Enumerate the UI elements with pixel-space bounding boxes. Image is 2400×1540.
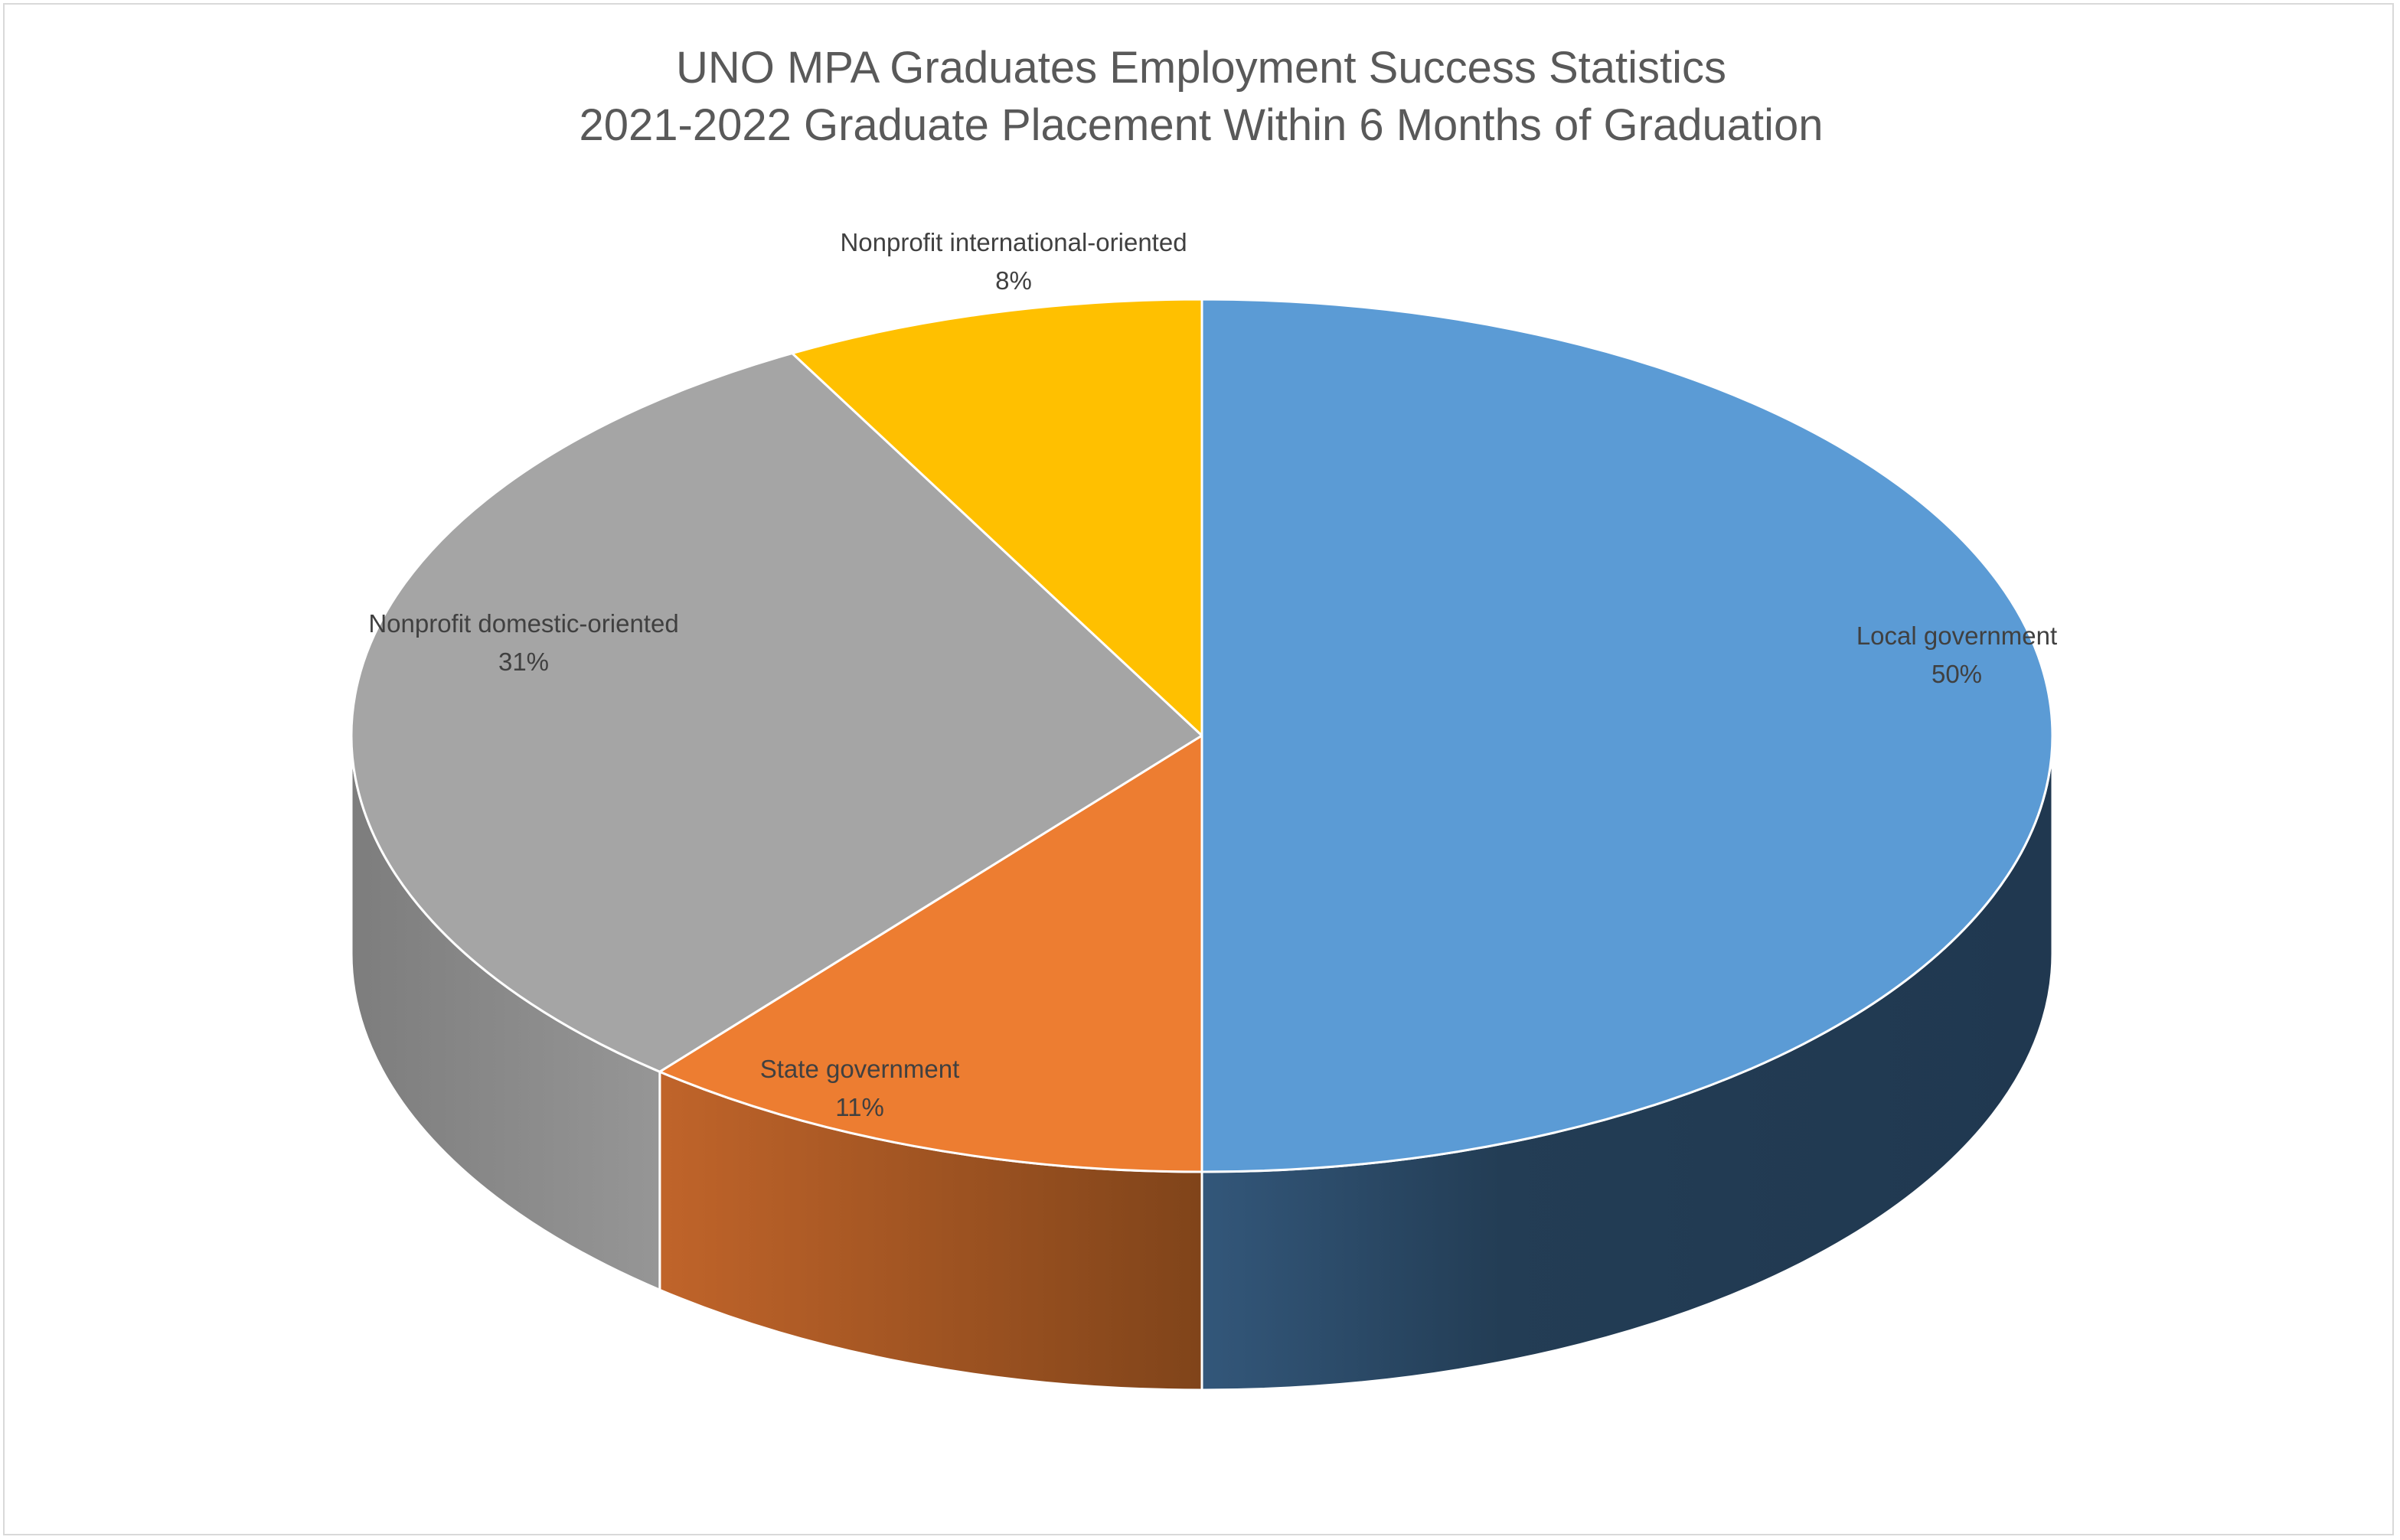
label-local-government-name: Local government [1856, 622, 2057, 650]
label-nonprofit-domestic-name: Nonprofit domestic-oriented [368, 609, 678, 638]
chart-area: UNO MPA Graduates Employment Success Sta… [3, 3, 2394, 1535]
label-local-government-value: 50% [1931, 660, 1982, 688]
label-state-government-name: State government [760, 1055, 960, 1083]
label-nonprofit-international-value: 8% [995, 266, 1032, 295]
label-nonprofit-international-name: Nonprofit international-oriented [840, 228, 1187, 256]
label-nonprofit-domestic-value: 31% [498, 648, 549, 676]
pie-sides [350, 735, 2054, 1392]
chart-subtitle: 2021-2022 Graduate Placement Within 6 Mo… [580, 100, 1824, 150]
label-local-government: Local government 50% [1856, 622, 2057, 688]
slice-local-government [1200, 298, 2054, 1173]
slice-nonprofit-domestic [350, 352, 1203, 1073]
label-nonprofit-domestic: Nonprofit domestic-oriented 31% [368, 609, 678, 676]
chart-title: UNO MPA Graduates Employment Success Sta… [676, 43, 1726, 93]
label-state-government-value: 11% [835, 1093, 884, 1121]
label-nonprofit-international: Nonprofit international-oriented 8% [840, 228, 1187, 295]
label-state-government: State government 11% [760, 1055, 960, 1121]
slice-state-government [658, 734, 1203, 1173]
pie-chart: UNO MPA Graduates Employment Success Sta… [350, 43, 2057, 1392]
pie-tops [350, 298, 2054, 1173]
slice-nonprofit-international [791, 298, 1203, 737]
